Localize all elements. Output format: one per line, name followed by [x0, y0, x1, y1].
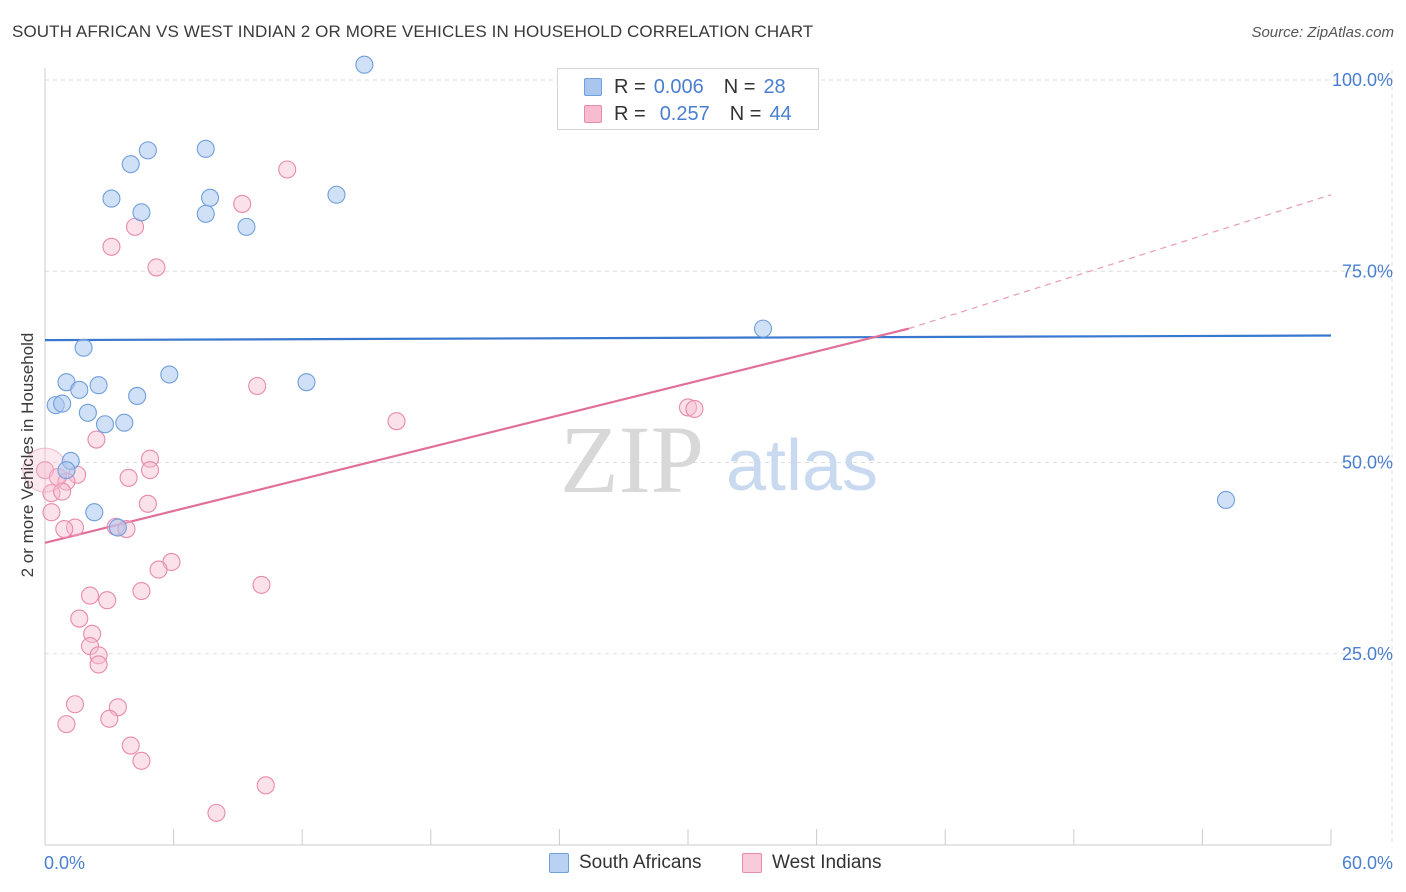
- west-indians-point: [147, 258, 166, 277]
- west-indians-point: [70, 609, 89, 628]
- west-indians-point: [53, 482, 72, 501]
- south-africans-point: [138, 141, 157, 160]
- south-africans-point: [121, 155, 140, 174]
- r-label: R =: [614, 102, 646, 125]
- pink-swatch: [584, 105, 602, 123]
- tick-labels: 25.0% 50.0% 75.0% 100.0% 0.0% 60.0%: [44, 70, 1393, 873]
- south-africans-point: [753, 319, 773, 338]
- watermark-zip: ZIP: [560, 406, 704, 513]
- west-indians-point: [42, 503, 61, 522]
- series-legend: South Africans West Indians: [0, 852, 1406, 876]
- r-value: 0.257: [659, 102, 710, 125]
- gridlines: [45, 70, 1393, 845]
- n-value: 44: [769, 102, 792, 125]
- watermark-atlas: atlas: [726, 426, 878, 506]
- west-indians-trend-line: [44, 327, 910, 544]
- west-indians-point: [138, 494, 157, 513]
- chart-title: SOUTH AFRICAN VS WEST INDIAN 2 OR MORE V…: [12, 22, 814, 41]
- stats-row-south-africans: R = 0.006 N = 28: [584, 75, 786, 99]
- y-axis-label: 2 or more Vehicles in Household: [18, 332, 37, 578]
- trend-lines: [44, 194, 1332, 544]
- south-africans-point: [200, 188, 220, 207]
- west-indians-points: [22, 160, 704, 822]
- south-africans-point: [196, 204, 215, 223]
- south-africans-point: [196, 139, 215, 158]
- west-indians-point: [132, 751, 151, 770]
- south-africans-point: [128, 386, 147, 405]
- west-indians-point: [89, 646, 108, 665]
- west-indians-point: [57, 715, 76, 734]
- west-indians-point: [87, 430, 106, 449]
- west-indians-point: [102, 237, 121, 256]
- r-label: R =: [614, 75, 646, 98]
- west-indians-point: [100, 709, 119, 728]
- south-africans-point: [70, 380, 89, 399]
- south-africans-point: [102, 189, 121, 208]
- west-indians-point: [149, 560, 168, 579]
- n-value: 28: [763, 75, 786, 98]
- n-label: N =: [729, 102, 762, 125]
- west-indians-point: [256, 776, 275, 795]
- legend-item-west-indians[interactable]: West Indians: [742, 852, 881, 874]
- south-africans-point: [115, 413, 134, 432]
- axes: [44, 68, 1332, 846]
- south-africans-point: [327, 185, 346, 204]
- source-label: Source: ZipAtlas.com: [1251, 24, 1394, 41]
- south-africans-point: [85, 503, 104, 522]
- blue-swatch: [584, 78, 602, 96]
- west-indians-point: [132, 581, 151, 601]
- west-indians-point: [140, 461, 160, 480]
- west-indians-point: [65, 695, 85, 714]
- south-africans-point: [74, 338, 93, 357]
- south-africans-trend-line: [44, 334, 1332, 342]
- legend-label: South Africans: [579, 852, 702, 873]
- legend-label: West Indians: [772, 852, 882, 873]
- south-africans-points: [46, 55, 1236, 537]
- west-indians-point: [278, 160, 297, 179]
- y-tick-label: 50.0%: [1342, 453, 1393, 473]
- stats-legend: R = 0.006 N = 28 R = 0.257 N = 44: [557, 68, 819, 130]
- south-africans-point: [237, 217, 256, 236]
- west-indians-point: [55, 520, 74, 539]
- west-indians-point: [252, 575, 271, 594]
- south-africans-point: [160, 365, 179, 384]
- west-indians-trend-extension: [908, 194, 1332, 330]
- legend-item-south-africans[interactable]: South Africans: [549, 852, 702, 874]
- south-africans-point: [53, 394, 72, 413]
- blue-swatch: [549, 853, 569, 873]
- south-africans-point: [57, 461, 76, 480]
- west-indians-point: [685, 399, 704, 419]
- south-africans-point: [1216, 490, 1236, 510]
- west-indians-point: [121, 736, 140, 755]
- pink-swatch: [742, 853, 762, 873]
- x-tick-label-max: 60.0%: [1342, 853, 1393, 873]
- west-indians-point: [387, 412, 406, 431]
- south-africans-point: [355, 55, 374, 74]
- west-indians-point: [98, 591, 117, 610]
- y-tick-label: 25.0%: [1342, 644, 1393, 664]
- stats-row-west-indians: R = 0.257 N = 44: [584, 102, 792, 126]
- west-indians-point: [119, 468, 138, 487]
- south-africans-point: [95, 415, 115, 434]
- south-africans-point: [78, 403, 97, 422]
- west-indians-point: [233, 194, 252, 213]
- south-africans-point: [89, 376, 108, 395]
- west-indians-point: [207, 803, 226, 822]
- r-value: 0.006: [653, 75, 704, 98]
- west-indians-point: [678, 398, 698, 417]
- south-africans-point: [108, 518, 127, 537]
- y-tick-label: 75.0%: [1342, 261, 1393, 281]
- n-label: N =: [723, 75, 756, 98]
- watermark: ZIP atlas: [560, 406, 878, 513]
- south-africans-point: [132, 203, 151, 222]
- west-indians-point: [80, 586, 100, 605]
- west-indians-point: [248, 376, 267, 396]
- south-africans-point: [297, 373, 316, 392]
- west-indians-point: [89, 655, 108, 674]
- x-tick-label-min: 0.0%: [44, 853, 85, 873]
- y-tick-label: 100.0%: [1332, 70, 1393, 90]
